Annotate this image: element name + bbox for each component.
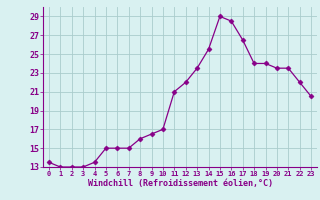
X-axis label: Windchill (Refroidissement éolien,°C): Windchill (Refroidissement éolien,°C) — [87, 179, 273, 188]
